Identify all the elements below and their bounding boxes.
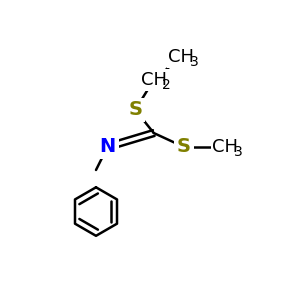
Text: CH: CH: [212, 138, 238, 156]
Text: S: S: [128, 100, 142, 119]
Text: 3: 3: [234, 145, 243, 159]
Text: 2: 2: [162, 78, 171, 92]
Text: 3: 3: [190, 55, 199, 69]
Text: N: N: [99, 137, 116, 156]
Text: CH: CH: [141, 71, 167, 89]
Text: CH: CH: [169, 48, 194, 66]
Text: S: S: [177, 137, 191, 156]
